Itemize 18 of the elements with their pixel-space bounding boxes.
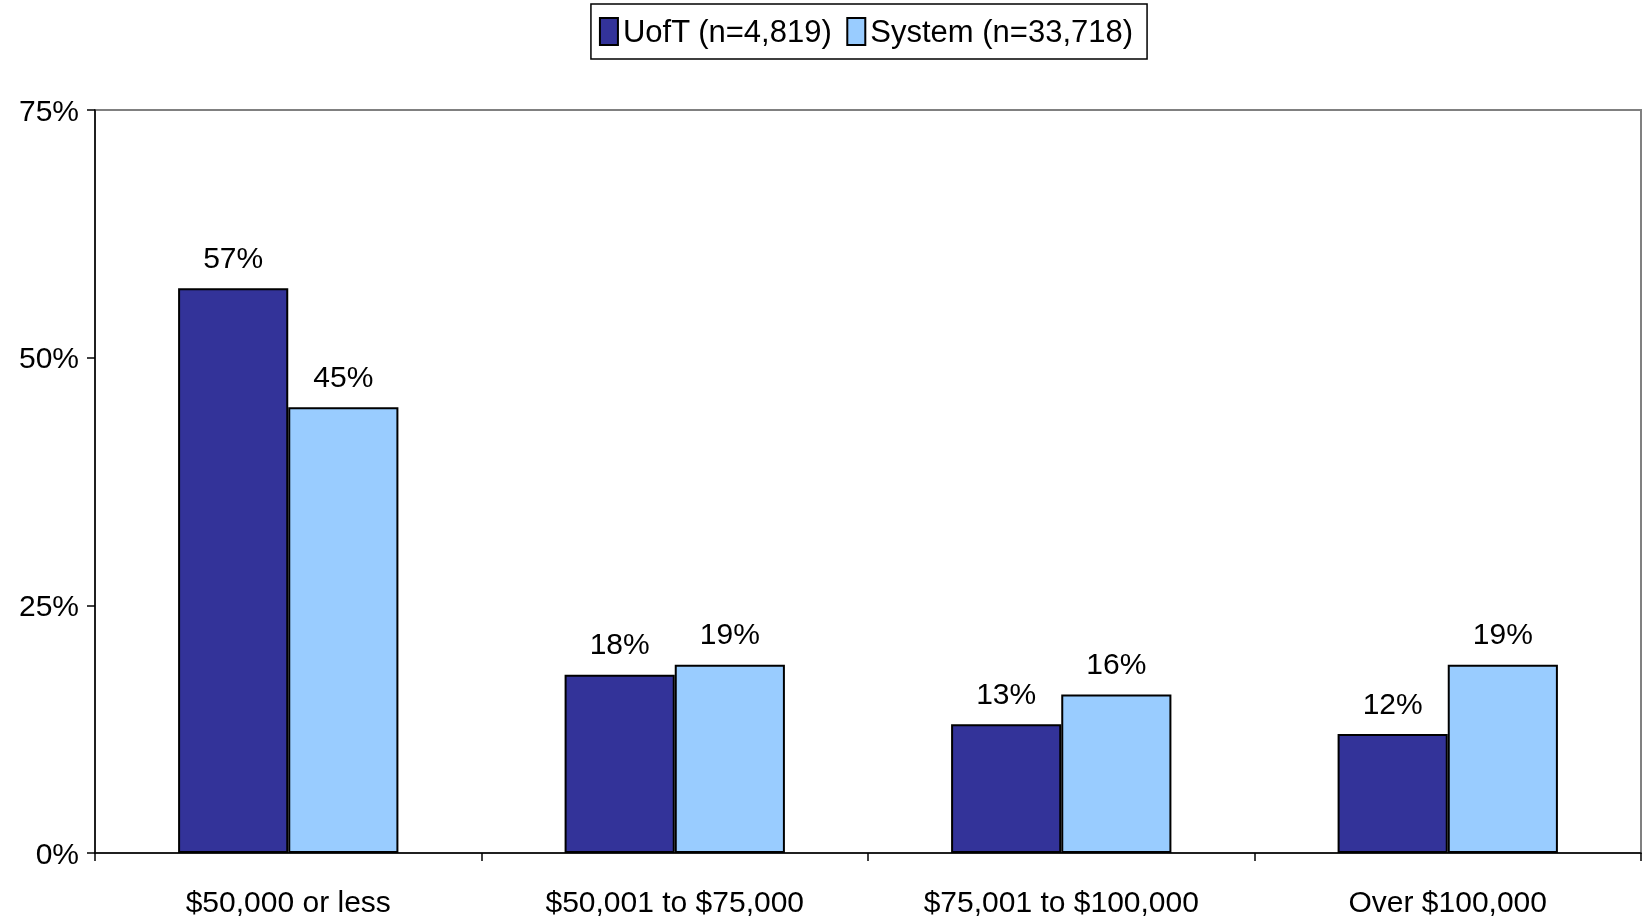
x-tick-label: $75,001 to $100,000 [923,884,1199,918]
x-tick-label: $50,001 to $75,000 [545,884,805,918]
y-tick-label: 50% [18,341,79,375]
y-tick-label: 0% [35,836,79,870]
data-label: 19% [699,617,760,651]
y-tick-label: 25% [18,588,79,622]
data-label: 19% [1472,617,1533,651]
data-label: 45% [313,359,374,393]
data-label: 13% [976,676,1037,710]
legend-label: System (n=33,718) [870,14,1134,49]
data-label: 57% [203,240,264,274]
x-tick-label: $50,000 or less [185,884,391,918]
data-label: 12% [1362,686,1423,720]
data-label: 16% [1086,646,1147,680]
data-label: 18% [589,627,650,661]
legend-label: UofT (n=4,819) [622,14,832,49]
y-tick-label: 75% [18,93,79,127]
x-tick-label: Over $100,000 [1348,884,1547,918]
